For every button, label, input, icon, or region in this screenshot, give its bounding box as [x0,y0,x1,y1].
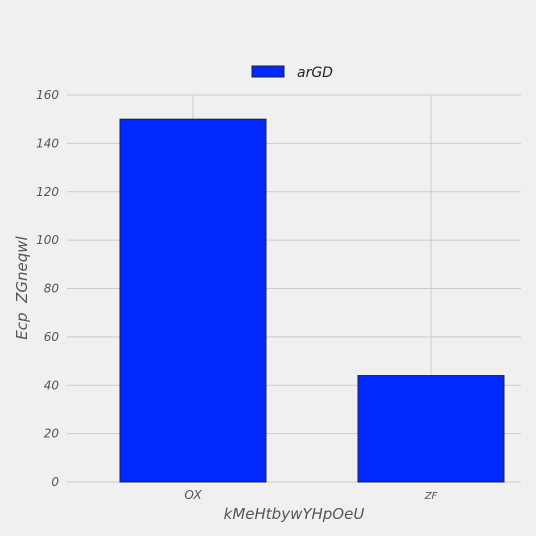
y-tick-label: 80 [44,282,60,296]
y-tick-label: 160 [36,88,59,102]
y-tick-label: 140 [36,136,59,150]
y-tick-label: 40 [44,378,60,392]
bar-zf [357,375,505,483]
y-tick-label: 100 [36,233,59,247]
x-tick-label: OX [184,488,202,502]
y-tick-label: 20 [44,427,60,441]
bars [119,118,505,483]
y-tick-label: 0 [51,475,59,489]
legend-label: arGD [297,65,333,81]
legend-swatch [251,65,285,78]
y-tick-labels: 0 20 40 60 80 100 120 140 160 [36,88,59,489]
x-tick-label: ZF [424,491,438,502]
y-tick-label: 120 [36,185,59,199]
y-tick-label: 60 [44,330,60,344]
x-axis-label: kMeHtbywYHpOeU [224,505,365,523]
bar-ox [119,118,267,483]
y-axis-label: Ecp ZGneqwl [13,235,31,339]
legend: arGD [251,65,333,81]
x-tick-labels: OX ZF [184,488,437,502]
